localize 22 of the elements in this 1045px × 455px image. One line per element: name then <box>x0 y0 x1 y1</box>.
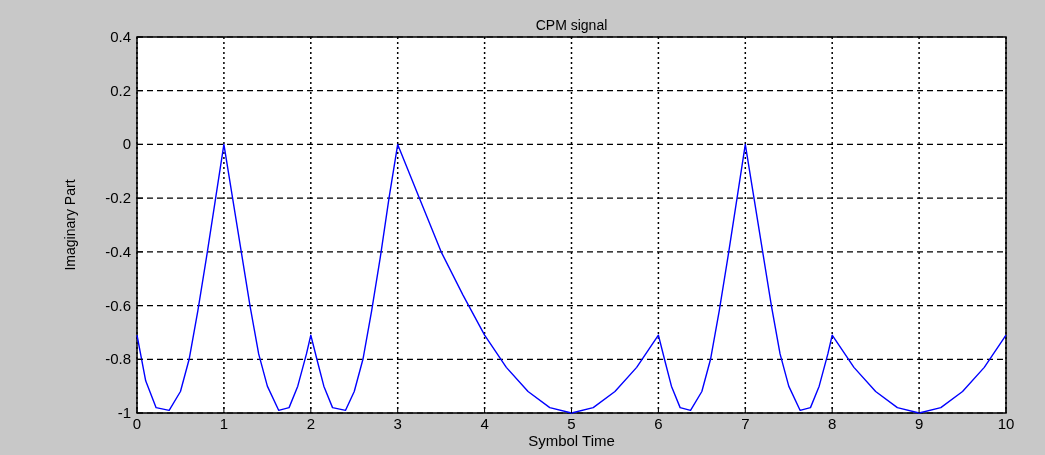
x-tick-label: 0 <box>132 415 142 432</box>
y-tick-label: 0.4 <box>110 28 131 45</box>
y-tick-label: 0 <box>122 135 131 153</box>
chart-title: CPM signal <box>535 17 608 33</box>
x-tick-label: 5 <box>567 415 576 432</box>
x-tick-label: 4 <box>480 415 489 432</box>
x-tick-label: 2 <box>306 415 315 432</box>
y-tick-label: -0.4 <box>105 242 131 260</box>
x-axis-title: Symbol Time <box>528 432 615 449</box>
x-tick-label: 8 <box>828 415 837 432</box>
y-tick-label: 0.2 <box>110 81 131 99</box>
x-tick-label: 10 <box>997 415 1015 432</box>
x-tick-label: 1 <box>219 415 229 432</box>
x-tick-label: 9 <box>914 415 924 432</box>
y-tick-label: -0.2 <box>105 189 131 207</box>
x-tick-label: 7 <box>741 415 750 432</box>
y-tick-label: -0.8 <box>105 350 131 368</box>
y-tick-label: -0.6 <box>105 296 131 314</box>
x-tick-label: 6 <box>654 415 663 432</box>
y-axis-title: Imaginary Part <box>62 179 78 271</box>
x-tick-label: 3 <box>393 415 402 432</box>
y-tick-label: -1 <box>117 404 131 421</box>
